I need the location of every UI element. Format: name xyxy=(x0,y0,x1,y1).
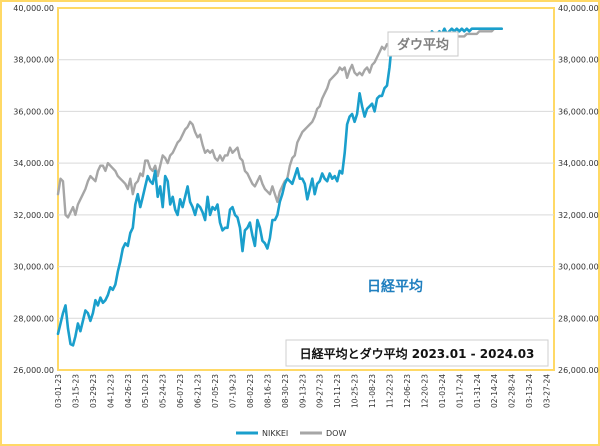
x-tick: 03-29-23 xyxy=(89,374,98,408)
x-tick: 05-24-23 xyxy=(159,374,168,408)
y-tick-left: 36,000.00 xyxy=(13,107,54,116)
y-tick-left: 28,000.00 xyxy=(13,314,54,323)
y-tick-left: 26,000.00 xyxy=(13,366,54,375)
y-tick-right: 40,000.00 xyxy=(558,4,599,13)
x-tick: 11-08-23 xyxy=(368,374,377,408)
chart-title: 日経平均とダウ平均 2023.01 - 2024.03 xyxy=(300,346,535,361)
y-axis-left: 26,000.00 28,000.00 30,000.00 32,000.00 34,0… xyxy=(13,4,54,375)
x-tick: 10-25-23 xyxy=(351,374,360,408)
x-tick: 11-22-23 xyxy=(386,374,395,408)
gridlines xyxy=(58,59,554,319)
x-tick: 01-03-24 xyxy=(438,374,447,408)
legend-label-dow: DOW xyxy=(326,429,346,438)
x-tick: 04-12-23 xyxy=(106,374,115,408)
x-tick: 10-11-23 xyxy=(333,374,342,408)
x-tick: 06-07-23 xyxy=(176,374,185,408)
x-tick: 07-19-23 xyxy=(228,374,237,408)
y-tick-left: 32,000.00 xyxy=(13,211,54,220)
y-tick-right: 26,000.00 xyxy=(558,366,599,375)
x-tick: 03-27-24 xyxy=(543,374,552,408)
y-tick-right: 30,000.00 xyxy=(558,263,599,272)
x-tick: 02-28-24 xyxy=(508,374,517,408)
y-tick-left: 30,000.00 xyxy=(13,263,54,272)
x-tick: 03-15-23 xyxy=(71,374,80,408)
y-axis-right: 26,000.00 28,000.00 30,000.00 32,000.00 34,0… xyxy=(558,4,599,375)
legend: NIKKEI DOW xyxy=(236,429,346,438)
x-tick: 08-16-23 xyxy=(263,374,272,408)
y-tick-right: 34,000.00 xyxy=(558,159,599,168)
x-tick: 07-05-23 xyxy=(211,374,220,408)
x-tick: 02-14-24 xyxy=(490,374,499,408)
y-tick-left: 34,000.00 xyxy=(13,159,54,168)
x-tick: 03-01-23 xyxy=(54,374,63,408)
x-tick: 04-26-23 xyxy=(124,374,133,408)
x-tick: 01-17-24 xyxy=(455,374,464,408)
x-tick: 12-20-23 xyxy=(420,374,429,408)
nikkei-annotation-label: 日経平均 xyxy=(367,278,423,295)
x-tick: 01-31-24 xyxy=(473,374,482,408)
x-axis: 03-01-23 03-15-23 03-29-23 04-12-23 04-26-23… xyxy=(54,374,552,408)
x-tick: 12-06-23 xyxy=(403,374,412,408)
y-tick-right: 28,000.00 xyxy=(558,314,599,323)
x-tick: 09-27-23 xyxy=(316,374,325,408)
y-tick-left: 40,000.00 xyxy=(13,4,54,13)
y-tick-right: 38,000.00 xyxy=(558,56,599,65)
x-tick: 08-02-23 xyxy=(246,374,255,408)
x-tick: 05-10-23 xyxy=(141,374,150,408)
y-tick-right: 32,000.00 xyxy=(558,211,599,220)
x-tick: 09-13-23 xyxy=(298,374,307,408)
dow-annotation: ダウ平均 xyxy=(387,31,459,57)
y-tick-right: 36,000.00 xyxy=(558,107,599,116)
legend-label-nikkei: NIKKEI xyxy=(262,429,288,438)
dow-annotation-label: ダウ平均 xyxy=(397,37,449,53)
x-tick: 03-13-24 xyxy=(525,374,534,408)
title-box: 日経平均とダウ平均 2023.01 - 2024.03 xyxy=(285,339,549,367)
y-tick-left: 38,000.00 xyxy=(13,56,54,65)
x-tick: 06-21-23 xyxy=(194,374,203,408)
x-tick: 08-30-23 xyxy=(281,374,290,408)
